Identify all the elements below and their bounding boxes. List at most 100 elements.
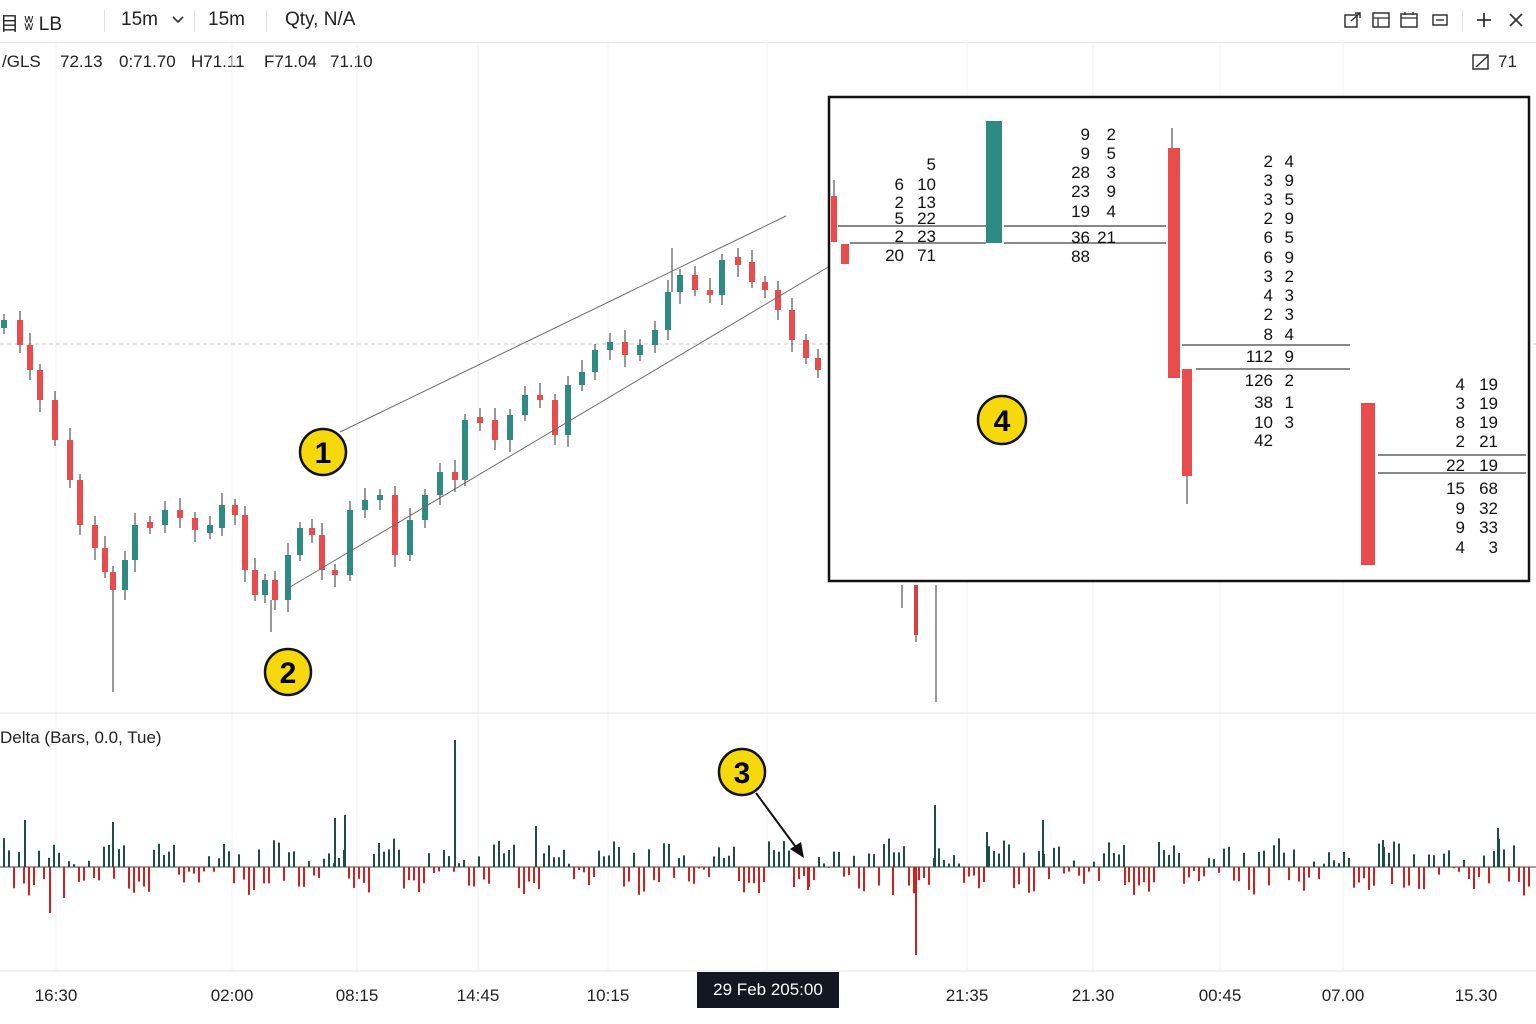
toolbar-divider (104, 10, 105, 32)
footprint-ask: 2 (1285, 371, 1294, 390)
time-label: 21:35 (945, 986, 989, 1005)
candle (677, 275, 683, 292)
candle (110, 572, 116, 590)
time-label: 16:30 (34, 986, 78, 1005)
footprint-ask: 19 (1479, 413, 1498, 432)
candle (665, 292, 671, 330)
candle (815, 358, 821, 370)
footprint-ask: 4 (1285, 325, 1294, 344)
footprint-ask: 4 (1107, 202, 1116, 221)
qty-label[interactable]: Qty, N/A (285, 9, 356, 30)
trendline-upper[interactable] (339, 215, 787, 433)
top-toolbar: 目 ʬ LB 15m 15m Qty, N/A (0, 0, 1536, 43)
footprint-ask: 3 (1107, 163, 1116, 182)
footprint-ask: 5 (1107, 144, 1116, 163)
candle (422, 495, 428, 520)
footprint-bid: 88 (1071, 247, 1090, 266)
badge-3-label: 3 (734, 757, 751, 790)
candle (332, 570, 338, 575)
candle (749, 262, 755, 282)
candle (707, 290, 713, 295)
open-value: 0:71.70 (119, 52, 176, 71)
footprint-bid: 22 (1446, 456, 1465, 475)
footprint-bid: 3 (1264, 267, 1273, 286)
indicator-legend[interactable]: Delta (Bars, 0.0, Tue) (0, 728, 162, 747)
footprint-bid: 4 (1456, 375, 1465, 394)
candle (735, 257, 741, 265)
settings-icon[interactable] (1430, 10, 1450, 30)
footprint-bid: 23 (1071, 182, 1090, 201)
candle (272, 580, 278, 600)
right-value: 71 (1498, 52, 1517, 71)
candle (592, 350, 598, 372)
candle (622, 342, 628, 355)
edit-icon[interactable] (1472, 53, 1492, 71)
footprint-ask: 21 (1479, 432, 1498, 451)
footprint-bid: 2 (1264, 152, 1273, 171)
close-value: 71.10 (330, 52, 373, 71)
footprint-bid: 9 (1081, 125, 1090, 144)
interval-selector[interactable]: 15m (121, 9, 158, 30)
footprint-ask: 19 (1479, 394, 1498, 413)
candle (719, 260, 725, 295)
badge-3: 3 (717, 747, 767, 797)
candle (565, 385, 571, 435)
footprint-ask: 9 (1285, 209, 1294, 228)
footprint-bid: 8 (1264, 325, 1273, 344)
footprint-ask: 5 (927, 155, 936, 174)
footprint-bid: 3 (1456, 394, 1465, 413)
candle (102, 548, 108, 572)
chevron-down-icon[interactable] (170, 11, 190, 31)
footprint-bid: 20 (885, 246, 904, 265)
footprint-bid: 10 (1254, 413, 1273, 432)
footprint-ask: 23 (917, 227, 936, 246)
candle (232, 505, 238, 515)
footprint-ask: 22 (917, 209, 936, 228)
badge-4 (976, 394, 1028, 446)
footprint-bid: 3 (1264, 171, 1273, 190)
footprint-ask: 3 (1489, 538, 1498, 557)
footprint-ask: 33 (1479, 518, 1498, 537)
footprint-ask: 5 (1285, 190, 1294, 209)
candle (285, 555, 291, 600)
candle (37, 370, 43, 400)
layout-icon[interactable] (1371, 10, 1391, 30)
toolbar-divider (266, 10, 267, 32)
last-price: 72.13 (60, 52, 103, 71)
footprint-ask: 68 (1479, 479, 1498, 498)
close-icon[interactable] (1506, 10, 1526, 30)
footprint-ask: 10 (917, 175, 936, 194)
share-icon[interactable] (1343, 10, 1363, 30)
footprint-ask: 3 (1285, 286, 1294, 305)
candle (92, 525, 98, 548)
time-label: 07.00 (1321, 986, 1365, 1005)
crosshair-time-label: 29 Feb 205:00 (697, 972, 839, 1008)
toolbar-divider (194, 10, 195, 32)
footprint-bid: 2 (895, 193, 904, 212)
calendar-icon[interactable] (1399, 10, 1419, 30)
plus-icon[interactable] (1474, 10, 1494, 30)
badge-2: 2 (263, 647, 313, 697)
footprint-ask: 9 (1285, 248, 1294, 267)
candle (319, 535, 325, 570)
candle (803, 340, 809, 358)
footprint-ask: 19 (1479, 375, 1498, 394)
footprint-ask: 19 (1479, 456, 1498, 475)
footprint-bid: 19 (1071, 202, 1090, 221)
footprint-bid: 15 (1446, 479, 1465, 498)
candle (309, 528, 315, 535)
footprint-bid: 42 (1254, 431, 1273, 450)
symbol-selector[interactable]: 目 ʬ LB (0, 14, 63, 35)
candle (462, 420, 468, 480)
footprint-bid: 2 (895, 227, 904, 246)
candle (762, 282, 768, 290)
footprint-ask: 4 (1285, 152, 1294, 171)
badge-2-label: 2 (280, 657, 297, 690)
f-value: F71.04 (264, 52, 317, 71)
footprint-ask: 71 (917, 246, 936, 265)
trendline-lower[interactable] (284, 265, 831, 591)
candle (17, 320, 23, 345)
candle (522, 395, 528, 415)
interval-button[interactable]: 15m (208, 9, 245, 30)
